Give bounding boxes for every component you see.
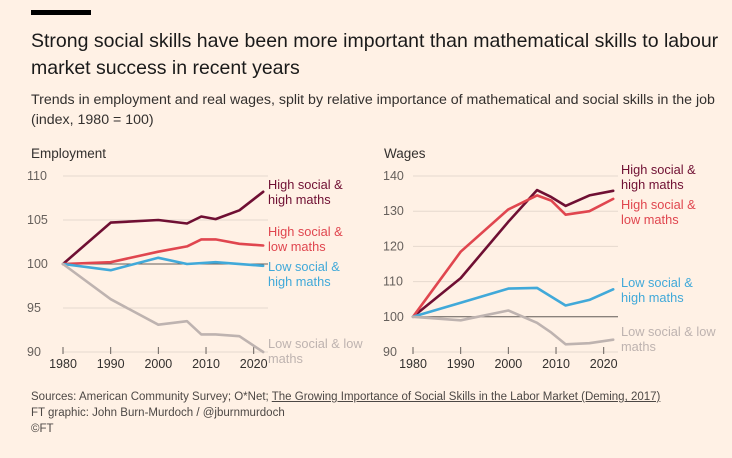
footer: Sources: American Community Survey; O*Ne… [31, 389, 721, 437]
chart-title: Strong social skills have been more impo… [31, 30, 719, 79]
x-tick-label: 1990 [447, 357, 475, 371]
sources-text: Sources: American Community Survey; O*Ne… [31, 391, 272, 403]
y-tick-label: 90 [383, 345, 397, 359]
series-line-high-social-high-maths [411, 188, 615, 319]
series-line-low-social-high-maths [411, 286, 615, 319]
x-tick-label: 1980 [49, 357, 77, 371]
y-tick-label: 95 [27, 301, 41, 315]
y-tick-label: 100 [383, 310, 404, 324]
y-tick-label: 130 [383, 204, 404, 218]
chart-subtitle: Trends in employment and real wages, spl… [31, 92, 715, 128]
y-tick-label: 110 [383, 275, 403, 289]
series-line-high-social-high-maths [61, 190, 265, 266]
series-label-low-social-high-maths: Low social & high maths [268, 259, 340, 289]
panel-title: Employment [31, 146, 106, 161]
y-tick-label: 105 [27, 213, 48, 227]
x-tick-label: 1990 [97, 357, 125, 371]
series-label-low-social-high-maths: Low social & high maths [621, 275, 693, 305]
series-line-high-social-low-maths [61, 238, 265, 266]
x-tick-label: 2010 [542, 357, 570, 371]
x-tick-label: 2020 [590, 357, 618, 371]
x-tick-label: 2000 [494, 357, 522, 371]
x-tick-label: 1980 [399, 357, 427, 371]
y-tick-label: 100 [27, 257, 48, 271]
chart-panel-wages: Wages 90 100 110 120 130 140 1980 1990 2000 2010 20… [383, 146, 716, 371]
x-tick-label: 2010 [192, 357, 220, 371]
y-tick-label: 90 [27, 345, 41, 359]
graphic-credit: FT graphic: John Burn-Murdoch / @jburnmu… [31, 407, 285, 419]
chart-panel-employment: Employment 90 95 100 105 110 1980 1990 2000 2010 2… [27, 146, 363, 371]
panel-title: Wages [384, 146, 426, 161]
copyright: ©FT [31, 423, 54, 435]
series-label-low-social-low-maths: Low social & low maths [621, 324, 716, 354]
series-label-high-social-low-maths: High social & low maths [621, 197, 696, 227]
y-tick-label: 140 [383, 169, 404, 183]
series-label-high-social-high-maths: High social & high maths [268, 177, 343, 207]
series-label-high-social-high-maths: High social & high maths [621, 162, 696, 192]
series-line-low-social-low-maths [411, 309, 615, 346]
series-line-low-social-low-maths [61, 262, 265, 354]
y-tick-label: 120 [383, 239, 404, 253]
ft-brand-bar [31, 10, 91, 15]
y-tick-label: 110 [27, 169, 47, 183]
sources-line: Sources: American Community Survey; O*Ne… [31, 389, 721, 405]
x-tick-label: 2020 [240, 357, 268, 371]
series-label-low-social-low-maths: Low social & low maths [268, 336, 363, 366]
series-line-low-social-high-maths [61, 256, 265, 272]
sources-link[interactable]: The Growing Importance of Social Skills … [271, 391, 661, 403]
series-line-high-social-low-maths [411, 194, 615, 319]
series-label-high-social-low-maths: High social & low maths [268, 224, 343, 254]
x-tick-label: 2000 [144, 357, 172, 371]
